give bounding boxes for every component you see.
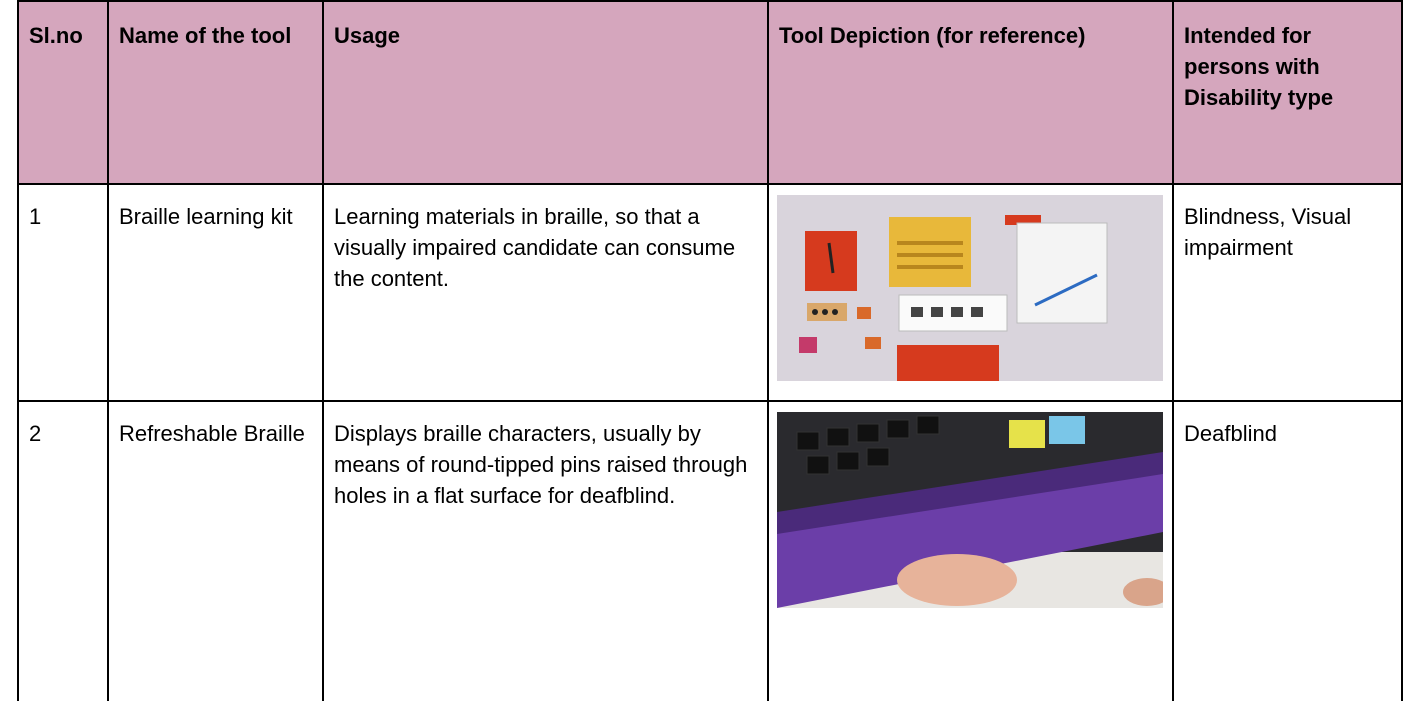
cell: Refreshable Braille [107,400,324,701]
refreshable-braille-image [777,412,1171,608]
braille-kit-image [777,195,1163,381]
cell: Braille learning kit [107,183,324,402]
cell: 1 [17,183,109,402]
tools-table: Sl.no Name of the tool Usage Tool Depict… [17,0,1403,701]
cell: Deafblind [1172,400,1403,701]
image-cell [767,400,1174,701]
image-cell [767,183,1174,402]
table-row: 1 Braille learning kit Learning material… [17,183,1403,402]
header-cell: Usage [322,0,769,185]
cell: Displays braille characters, usually by … [322,400,769,701]
header-cell: Name of the tool [107,0,324,185]
page: {"table": { "headers": ["Sl.no", "Name o… [17,0,1403,701]
cell: Blindness, Visual impairment [1172,183,1403,402]
header-cell: Sl.no [17,0,109,185]
table-row: 2 Refreshable Braille Displays braille c… [17,400,1403,701]
header-cell: Intended for persons with Disability typ… [1172,0,1403,185]
cell: 2 [17,400,109,701]
header-row: Sl.no Name of the tool Usage Tool Depict… [17,0,1403,185]
header-cell: Tool Depiction (for reference) [767,0,1174,185]
cell: Learning materials in braille, so that a… [322,183,769,402]
